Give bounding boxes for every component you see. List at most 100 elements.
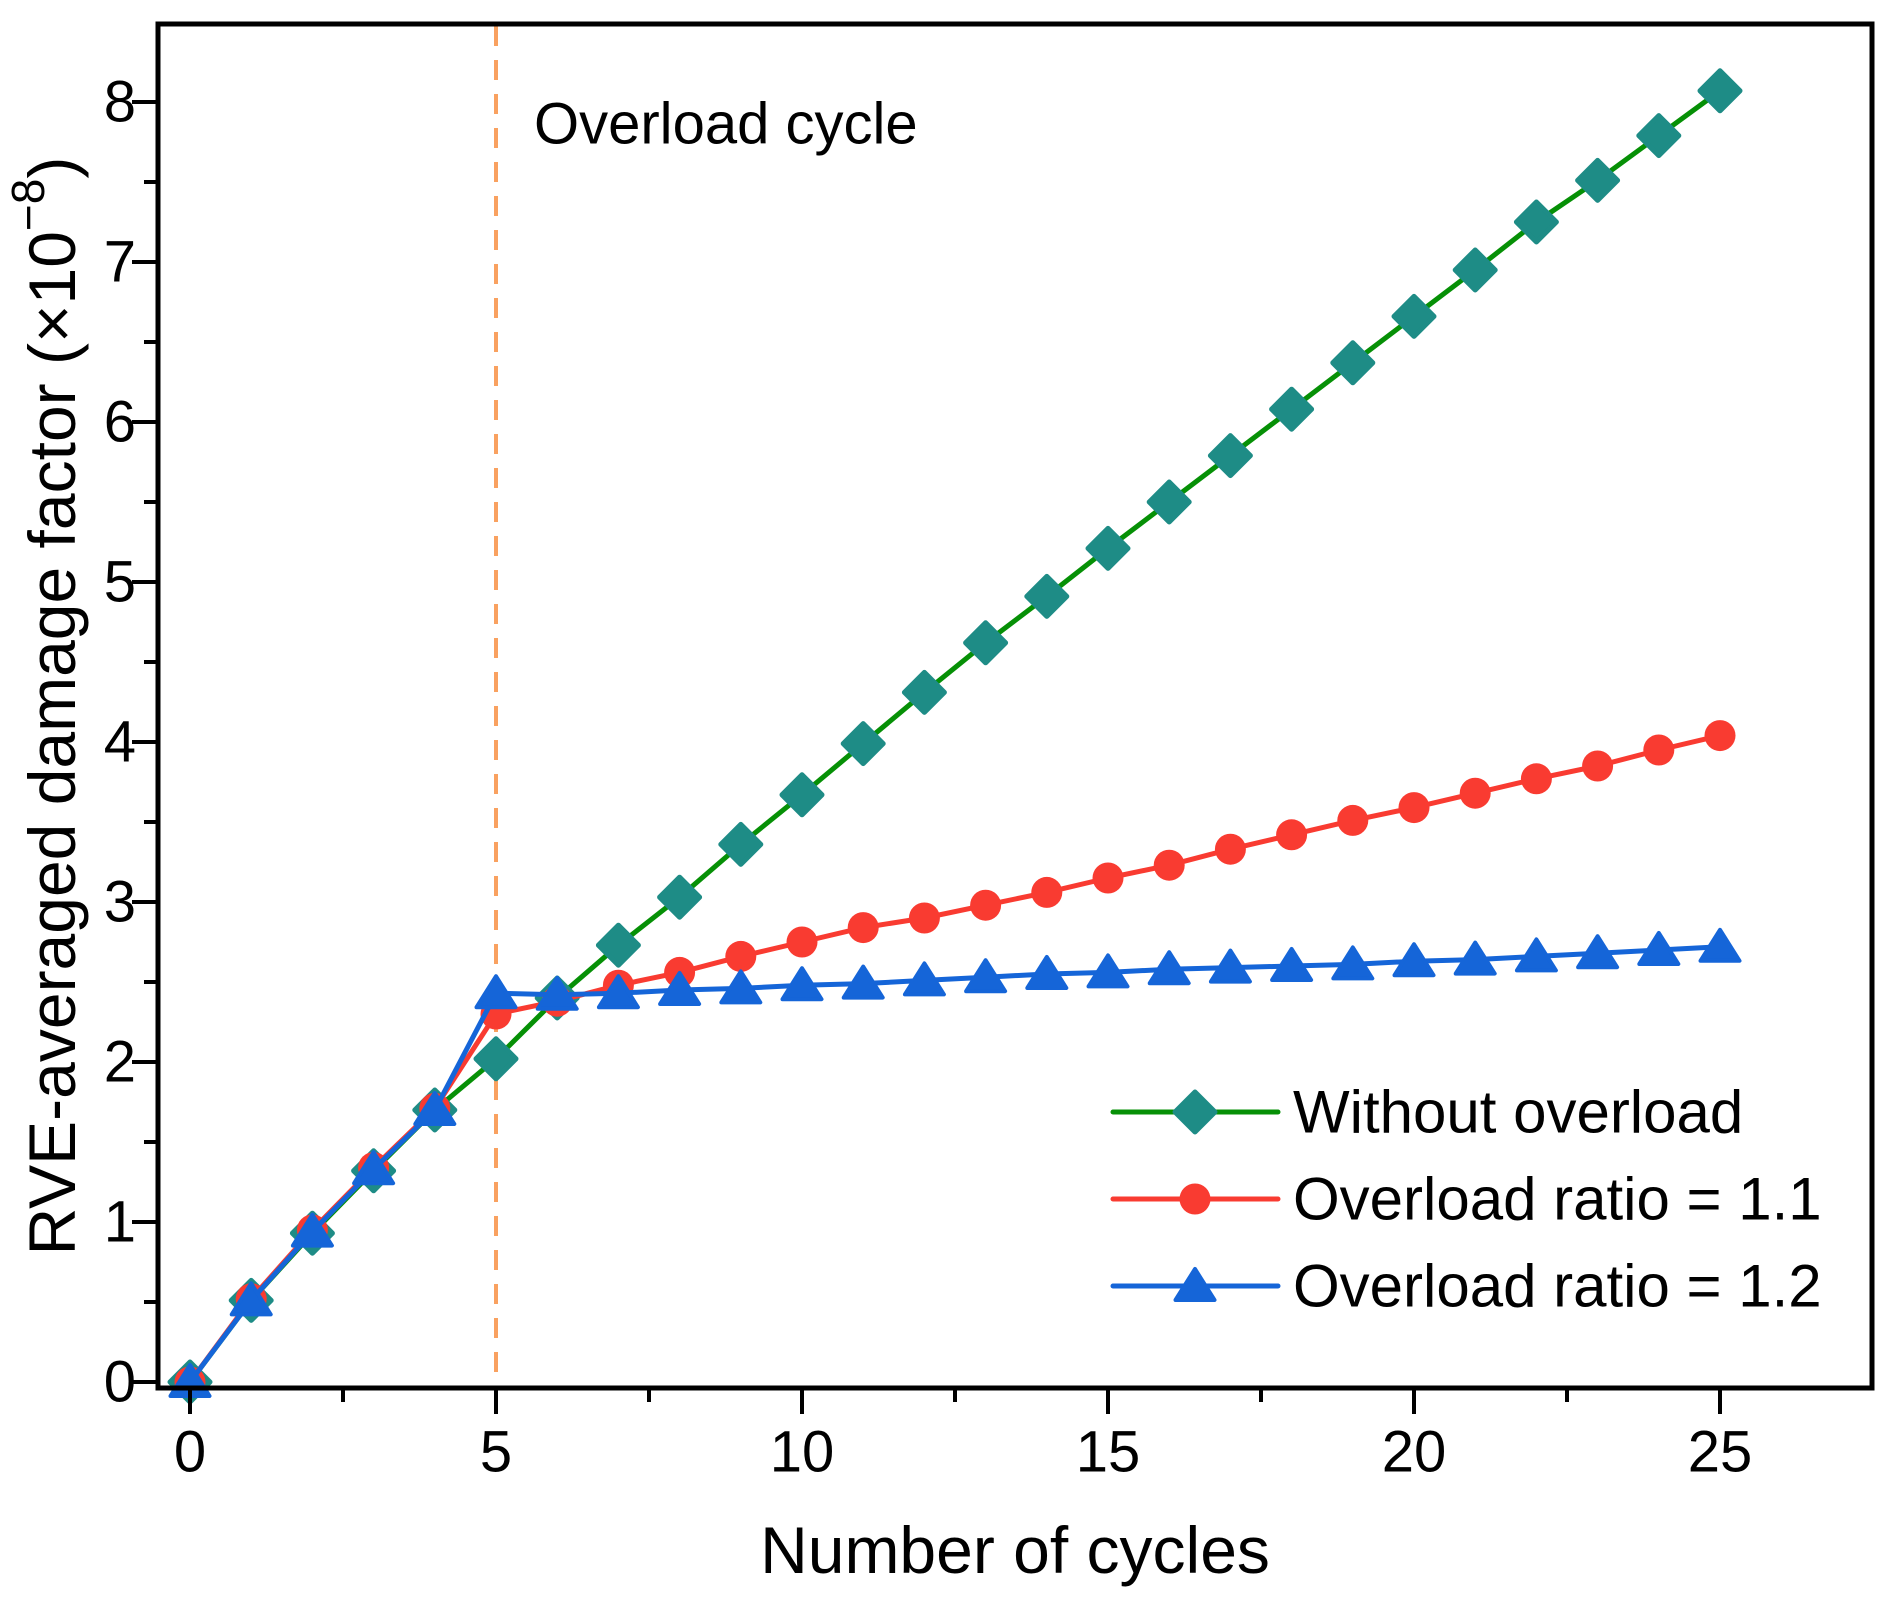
data-point-marker	[786, 926, 818, 958]
x-tick-label: 10	[770, 1420, 835, 1485]
data-point-marker	[1092, 862, 1124, 894]
data-point-marker	[780, 966, 824, 1002]
data-point-marker	[1643, 734, 1675, 766]
data-point-marker	[1452, 247, 1498, 293]
data-point-marker	[1146, 479, 1192, 525]
data-point-marker	[229, 1281, 273, 1317]
data-point-marker	[1698, 927, 1742, 963]
data-point-marker	[595, 922, 641, 968]
data-point-marker	[719, 969, 763, 1005]
data-point-marker	[963, 620, 1009, 666]
data-point-marker	[1337, 804, 1369, 836]
legend-diamond-icon	[1172, 1089, 1218, 1135]
data-point-marker	[1024, 573, 1070, 619]
data-point-marker	[474, 974, 518, 1010]
legend-label: Overload ratio = 1.1	[1293, 1166, 1822, 1233]
y-axis-title: RVE-averaged damage factor (×10−8)	[2, 157, 89, 1256]
data-point-marker	[1582, 750, 1614, 782]
legend-item: Overload ratio = 1.1	[1110, 1166, 1822, 1233]
data-point-marker	[658, 971, 702, 1006]
x-tick-label: 20	[1382, 1420, 1447, 1485]
y-tick-label: 4	[104, 710, 136, 775]
data-point-marker	[970, 889, 1002, 921]
data-point-marker	[1153, 849, 1185, 881]
data-point-marker	[352, 1150, 396, 1186]
data-point-marker	[1025, 955, 1069, 990]
legend-circle-icon	[1179, 1183, 1211, 1215]
data-point-marker	[902, 961, 946, 997]
data-point-marker	[1392, 942, 1436, 978]
annotation-overload-cycle: Overload cycle	[534, 92, 918, 157]
data-point-marker	[841, 964, 885, 1000]
y-tick-label: 5	[104, 550, 136, 615]
legend-label: Overload ratio = 1.2	[1293, 1253, 1822, 1320]
y-tick-label: 8	[104, 70, 136, 135]
data-point-marker	[1513, 199, 1559, 245]
data-point-marker	[1453, 940, 1497, 976]
data-point-marker	[290, 1212, 334, 1248]
y-tick-label: 1	[104, 1190, 136, 1255]
data-point-marker	[840, 721, 886, 767]
y-tick-label: 0	[104, 1350, 136, 1415]
legend-label: Without overload	[1293, 1079, 1743, 1146]
data-point-marker	[1031, 876, 1063, 908]
data-point-marker	[1514, 937, 1558, 973]
data-point-marker	[1270, 947, 1314, 982]
y-tick-label: 7	[104, 230, 136, 295]
data-point-marker	[1398, 792, 1430, 824]
data-point-marker	[964, 958, 1008, 994]
y-tick-label: 3	[104, 870, 136, 935]
x-axis-ticks	[188, 1388, 1722, 1414]
data-point-marker	[718, 821, 764, 867]
data-point-marker	[1331, 945, 1375, 981]
data-point-marker	[1085, 525, 1131, 571]
data-point-marker	[908, 902, 940, 934]
data-point-marker	[1208, 948, 1252, 984]
data-point-marker	[1704, 720, 1736, 752]
data-point-marker	[1636, 113, 1682, 159]
data-point-marker	[413, 1091, 457, 1126]
legend-item: Without overload	[1110, 1079, 1743, 1146]
x-tick-label: 15	[1076, 1420, 1141, 1485]
plot-frame	[155, 21, 1875, 1391]
data-point-marker	[1520, 763, 1552, 795]
data-point-marker	[473, 1036, 519, 1082]
plot-background	[158, 24, 1872, 1388]
data-point-marker	[1207, 433, 1253, 479]
y-axis-tick-labels: 0 1 2 3 4 5 6 7 8	[104, 70, 136, 1415]
data-point-marker	[1214, 833, 1246, 865]
data-point-marker	[535, 975, 579, 1011]
legend: Without overload Overload ratio = 1.1 Over…	[1110, 1079, 1822, 1320]
legend-item: Overload ratio = 1.2	[1110, 1253, 1822, 1320]
data-point-marker	[1269, 386, 1315, 432]
data-point-marker	[1575, 157, 1621, 203]
data-point-marker	[1391, 293, 1437, 339]
x-tick-label: 5	[480, 1420, 512, 1485]
y-tick-label: 2	[104, 1030, 136, 1095]
data-point-marker	[1276, 819, 1308, 851]
data-point-marker	[1330, 340, 1376, 386]
data-point-marker	[1637, 931, 1681, 966]
data-point-marker	[1697, 68, 1743, 114]
legend-triangle-icon	[1173, 1267, 1217, 1302]
x-tick-label: 0	[174, 1420, 206, 1485]
data-point-marker	[657, 874, 703, 920]
data-point-marker	[779, 772, 825, 818]
x-axis-tick-labels: 0 5 10 15 20 25	[174, 1420, 1752, 1485]
data-point-marker	[847, 912, 879, 944]
data-point-marker	[596, 974, 640, 1010]
data-point-marker	[1147, 950, 1191, 986]
x-tick-label: 25	[1688, 1420, 1753, 1485]
data-point-marker	[1459, 777, 1491, 809]
y-axis-ticks	[132, 100, 158, 1384]
data-point-marker	[901, 669, 947, 715]
x-axis-title: Number of cycles	[760, 1513, 1270, 1587]
data-point-marker	[1086, 953, 1130, 989]
data-point-marker	[1576, 934, 1620, 970]
axis-frame	[155, 21, 1875, 1391]
series-layer	[167, 68, 1743, 1405]
data-point-marker	[725, 940, 757, 972]
y-tick-label: 6	[104, 390, 136, 455]
